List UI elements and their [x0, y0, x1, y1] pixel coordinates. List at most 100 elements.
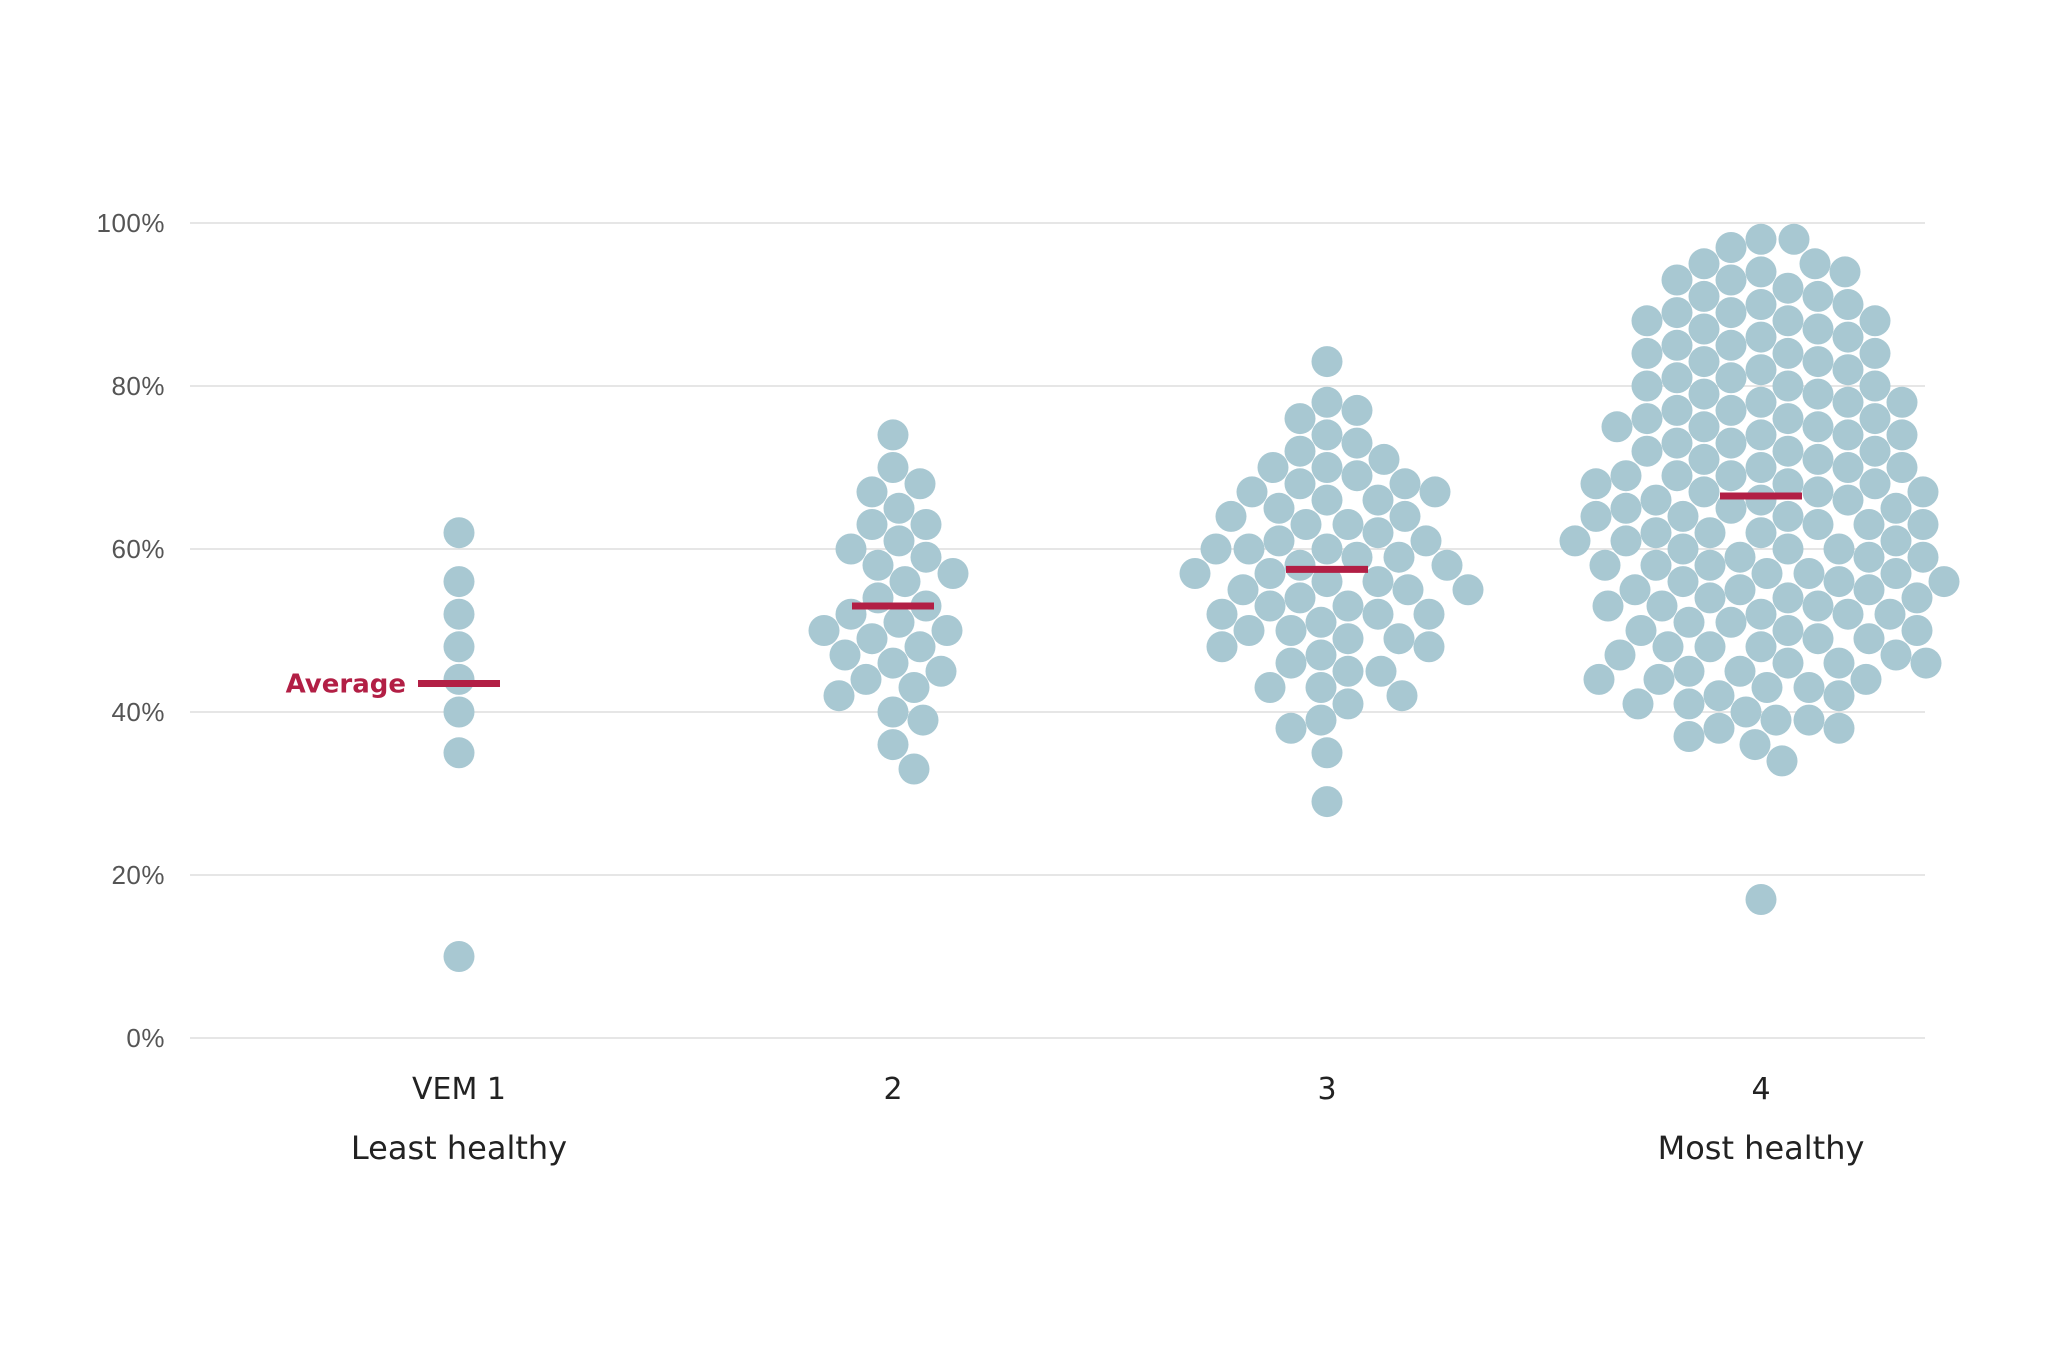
data-point — [1745, 884, 1777, 915]
data-point — [1745, 484, 1777, 516]
data-point — [883, 525, 915, 557]
data-point — [1631, 435, 1663, 467]
data-point — [1751, 558, 1783, 589]
data-point — [910, 509, 942, 540]
data-point — [1739, 729, 1771, 761]
data-point — [1332, 590, 1364, 622]
data-point — [1673, 655, 1705, 687]
data-point — [1341, 394, 1373, 426]
data-point — [1631, 370, 1663, 402]
data-point — [1583, 663, 1615, 695]
data-point — [1853, 541, 1885, 573]
data-point — [1233, 533, 1265, 565]
data-point — [1766, 745, 1798, 777]
data-point — [1284, 582, 1316, 614]
data-point — [1772, 403, 1804, 435]
data-point — [1431, 549, 1463, 581]
data-point — [883, 606, 915, 638]
data-point — [1745, 223, 1777, 255]
data-point — [1772, 337, 1804, 369]
data-point — [1901, 582, 1933, 614]
data-point — [1724, 541, 1756, 573]
data-point — [1236, 476, 1268, 508]
data-point — [1745, 321, 1777, 353]
data-point — [1413, 598, 1445, 630]
x-category-label: 2 — [883, 1072, 902, 1107]
data-point — [1901, 615, 1933, 646]
data-point — [1206, 598, 1238, 630]
data-point — [1661, 427, 1693, 459]
data-point — [1832, 289, 1864, 320]
category-labels: VEM 1 Least healthy 2 3 4 Most healthy — [351, 1072, 1865, 1167]
data-point — [1619, 574, 1651, 606]
data-point — [1311, 452, 1343, 483]
data-point — [883, 492, 915, 524]
data-point — [1793, 558, 1825, 589]
data-point — [1907, 541, 1939, 573]
data-point — [1284, 403, 1316, 435]
data-point — [1802, 313, 1834, 345]
data-point — [1745, 517, 1777, 549]
data-point — [1263, 525, 1295, 557]
data-point — [1362, 517, 1394, 549]
data-point — [856, 509, 888, 540]
data-point — [1452, 574, 1484, 606]
data-point — [1772, 582, 1804, 614]
data-point — [1305, 606, 1337, 638]
data-point — [829, 639, 861, 671]
data-point — [1745, 256, 1777, 288]
y-tick-label: 20% — [111, 860, 165, 890]
data-point — [1413, 631, 1445, 663]
data-point — [1254, 672, 1286, 703]
data-point — [1661, 362, 1693, 394]
data-point — [1694, 582, 1726, 614]
data-point — [1745, 598, 1777, 630]
data-point — [1832, 354, 1864, 386]
data-point — [1823, 533, 1855, 565]
data-point — [1640, 517, 1672, 549]
data-point — [1688, 443, 1720, 475]
category-group — [1559, 223, 1960, 915]
data-point — [1275, 615, 1307, 646]
data-point — [1392, 574, 1424, 606]
data-point — [1823, 712, 1855, 744]
data-point — [443, 566, 475, 598]
data-point — [1332, 623, 1364, 655]
data-point — [1859, 370, 1891, 402]
data-point — [1859, 305, 1891, 337]
data-point — [1772, 500, 1804, 532]
x-category-sublabel: Most healthy — [1658, 1129, 1865, 1167]
data-point — [898, 672, 930, 703]
data-point — [443, 696, 475, 728]
data-point — [1802, 509, 1834, 540]
data-point — [1772, 647, 1804, 679]
data-point — [1311, 419, 1343, 451]
data-point — [1715, 232, 1747, 263]
data-point — [443, 598, 475, 630]
data-point — [1661, 460, 1693, 492]
data-point — [1580, 500, 1612, 532]
data-point — [1311, 566, 1343, 598]
data-point — [889, 566, 921, 598]
data-point — [1745, 354, 1777, 386]
data-point — [1724, 655, 1756, 687]
data-point — [1715, 460, 1747, 492]
data-point — [1640, 484, 1672, 516]
data-point — [856, 623, 888, 655]
data-point — [1631, 403, 1663, 435]
data-point — [1688, 313, 1720, 345]
data-point — [1640, 549, 1672, 581]
data-point — [1772, 615, 1804, 646]
data-point — [1715, 264, 1747, 296]
data-point — [1688, 280, 1720, 312]
x-category-label: 4 — [1751, 1072, 1770, 1107]
data-point — [1688, 476, 1720, 508]
x-category-sublabel: Least healthy — [351, 1129, 567, 1167]
data-point — [1661, 297, 1693, 329]
data-point — [1206, 631, 1238, 663]
data-point — [1610, 460, 1642, 492]
data-point — [1559, 525, 1591, 557]
data-point — [1386, 680, 1418, 712]
data-point — [1715, 297, 1747, 329]
data-point — [1227, 574, 1259, 606]
